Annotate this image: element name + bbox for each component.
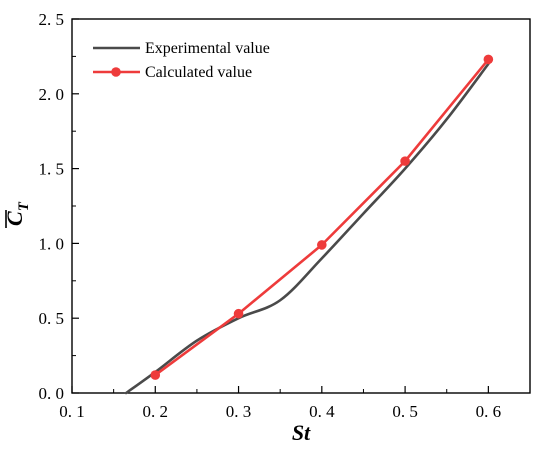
calculated-value-point	[400, 156, 410, 166]
y-tick-label: 2. 0	[39, 85, 65, 104]
x-axis-title: St	[292, 420, 311, 445]
y-tick-label: 1. 5	[39, 160, 65, 179]
x-tick-label: 0. 4	[309, 402, 335, 421]
y-tick-label: 2. 5	[39, 10, 65, 29]
y-tick-label: 1. 0	[39, 234, 65, 253]
legend: Experimental value Calculated value	[93, 40, 270, 81]
x-tick-label: 0. 3	[226, 402, 252, 421]
y-axis-title-main: C	[2, 211, 27, 226]
x-tick-label: 0. 1	[59, 402, 85, 421]
y-axis-title-subscript: T	[16, 201, 32, 211]
calculated-value-point	[317, 240, 327, 250]
x-tick-label: 0. 2	[143, 402, 169, 421]
calculated-value-point	[150, 370, 161, 380]
calculated-value-point	[233, 308, 244, 319]
legend-calculated-value-marker	[111, 67, 121, 77]
x-tick-label: 0. 6	[476, 402, 502, 421]
y-axis-title: CT	[2, 201, 32, 228]
y-axis-title-text: CT	[2, 201, 32, 226]
y-tick-label: 0. 5	[39, 309, 65, 328]
legend-experimental-value-label: Experimental value	[145, 40, 270, 57]
experimental-value-line	[124, 62, 490, 395]
plot-frame	[71, 18, 531, 394]
calculated-value-line	[153, 58, 490, 377]
y-tick-label: 0. 0	[39, 384, 65, 403]
x-tick-label: 0. 5	[392, 402, 418, 421]
legend-calculated-value-label: Calculated value	[145, 64, 252, 81]
calculated-value-point	[483, 54, 494, 65]
